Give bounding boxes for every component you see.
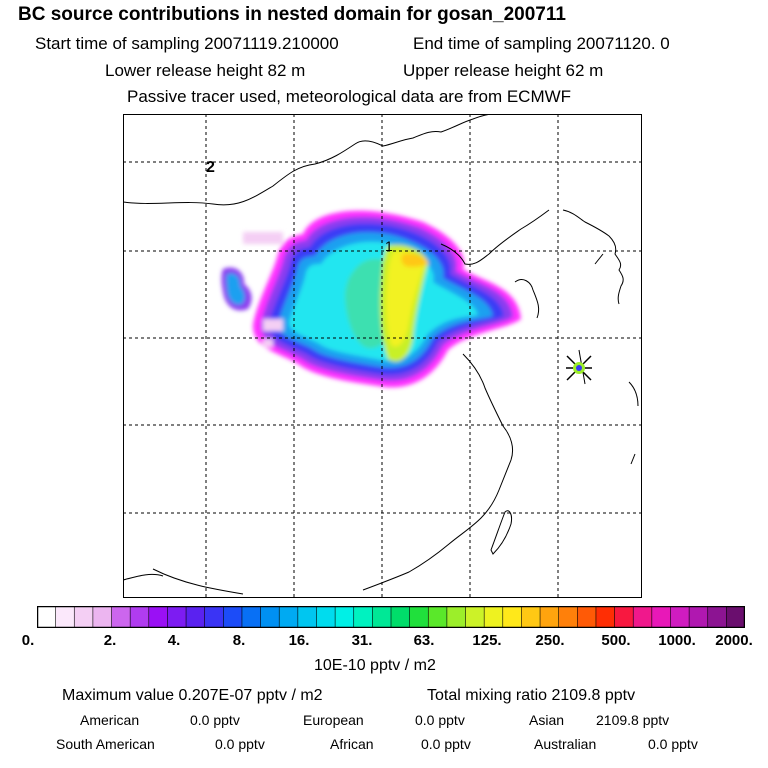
colorbar-swatch	[204, 606, 225, 628]
colorbar-swatch	[427, 606, 448, 628]
colorbar-swatch	[726, 606, 745, 628]
plume-footprint	[221, 210, 522, 388]
region-value: 0.0 pptv	[648, 736, 698, 752]
colorbar-swatch	[651, 606, 672, 628]
region-name: American	[80, 712, 140, 728]
colorbar-swatch	[260, 606, 281, 628]
colorbar-swatch	[334, 606, 355, 628]
colorbar-swatch	[129, 606, 150, 628]
colorbar-swatch	[316, 606, 336, 628]
start-time-label: Start time of sampling 20071119.210000	[35, 34, 339, 53]
colorbar-swatch	[521, 606, 541, 628]
colorbar-swatch	[278, 606, 299, 628]
colorbar-swatch	[223, 606, 243, 628]
colorbar-swatch	[372, 606, 392, 628]
plot-title: BC source contributions in nested domain…	[18, 4, 566, 25]
colorbar-tick: 0.	[21, 632, 35, 649]
region-name: South American	[56, 736, 155, 752]
colorbar	[37, 606, 745, 628]
coastline-borders	[123, 114, 639, 595]
region-name: African	[330, 736, 374, 752]
colorbar-border	[37, 606, 745, 628]
colorbar-swatch	[111, 606, 131, 628]
colorbar-swatch	[73, 606, 94, 628]
lower-release-height-label: Lower release height 82 m	[105, 61, 306, 80]
region-name: European	[303, 712, 364, 728]
colorbar-swatch	[465, 606, 485, 628]
upper-release-height-label: Upper release height 62 m	[403, 61, 604, 80]
region-name: Australian	[534, 736, 597, 752]
colorbar-swatch	[483, 606, 504, 628]
colorbar-tick: 16.	[288, 632, 310, 649]
colorbar-swatch	[558, 606, 579, 628]
colorbar-tick: 125.	[472, 632, 502, 649]
colorbar-swatch	[577, 606, 597, 628]
receptor-star-icon	[566, 355, 592, 381]
lat-lon-grid	[123, 114, 642, 598]
colorbar-swatch	[37, 606, 57, 628]
colorbar-swatch	[353, 606, 374, 628]
region-value: 2109.8 pptv	[596, 712, 670, 728]
colorbar-swatch	[148, 606, 169, 628]
colorbar-swatch	[409, 606, 430, 628]
colorbar-unit: 10E-10 pptv / m2	[314, 657, 436, 674]
colorbar-swatch	[446, 606, 467, 628]
colorbar-swatch	[92, 606, 113, 628]
colorbar-tick: 2.	[103, 632, 117, 649]
colorbar-swatch	[297, 606, 318, 628]
colorbar-swatch	[595, 606, 616, 628]
colorbar-tick: 500.	[601, 632, 631, 649]
colorbar-tick: 63.	[413, 632, 435, 649]
region-value: 0.0 pptv	[190, 712, 240, 728]
end-time-label: End time of sampling 20071120. 0	[413, 34, 670, 53]
colorbar-swatch	[707, 606, 728, 628]
region-value: 0.0 pptv	[421, 736, 471, 752]
colorbar-swatch	[632, 606, 653, 628]
colorbar-swatch	[502, 606, 523, 628]
colorbar-tick: 1000.	[658, 632, 696, 649]
colorbar-swatch	[614, 606, 635, 628]
region-name: Asian	[529, 712, 565, 728]
colorbar-tick: 250.	[535, 632, 565, 649]
colorbar-tick: 2000.	[715, 632, 753, 649]
colorbar-swatch	[670, 606, 690, 628]
colorbar-swatch	[539, 606, 560, 628]
colorbar-swatch	[185, 606, 206, 628]
colorbar-tick: 4.	[167, 632, 181, 649]
release-marker-2: 2	[206, 159, 215, 176]
release-marker-1: 1	[385, 238, 393, 254]
tracer-note: Passive tracer used, meteorological data…	[127, 87, 572, 106]
region-value: 0.0 pptv	[415, 712, 465, 728]
colorbar-swatch	[167, 606, 187, 628]
map-panel: 2 1	[123, 114, 642, 598]
total-mixing-ratio-label: Total mixing ratio 2109.8 pptv	[427, 687, 636, 704]
colorbar-swatch	[390, 606, 411, 628]
colorbar-tick: 31.	[351, 632, 373, 649]
max-value-label: Maximum value 0.207E-07 pptv / m2	[62, 687, 323, 704]
colorbar-swatch	[241, 606, 262, 628]
region-value: 0.0 pptv	[215, 736, 265, 752]
colorbar-tick: 8.	[232, 632, 246, 649]
colorbar-swatch	[688, 606, 709, 628]
colorbar-swatch	[55, 606, 76, 628]
